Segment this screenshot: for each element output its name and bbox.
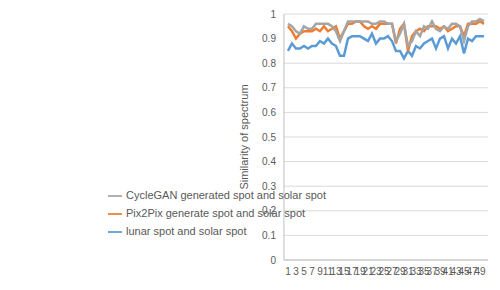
svg-text:0.4: 0.4 [262,156,276,167]
svg-text:7: 7 [309,266,315,277]
svg-text:0.3: 0.3 [262,181,276,192]
svg-text:0.7: 0.7 [262,82,276,93]
svg-text:1: 1 [285,266,291,277]
svg-text:0.8: 0.8 [262,58,276,69]
svg-text:1: 1 [270,9,276,20]
svg-text:0.6: 0.6 [262,107,276,118]
svg-text:0.1: 0.1 [262,230,276,241]
svg-text:0: 0 [270,255,276,266]
svg-text:3: 3 [293,266,299,277]
svg-text:0.5: 0.5 [262,132,276,143]
svg-text:5: 5 [301,266,307,277]
svg-text:0.2: 0.2 [262,205,276,216]
svg-text:Similarity of spectrum: Similarity of spectrum [238,84,250,189]
svg-text:49: 49 [474,266,486,277]
svg-text:0.9: 0.9 [262,33,276,44]
